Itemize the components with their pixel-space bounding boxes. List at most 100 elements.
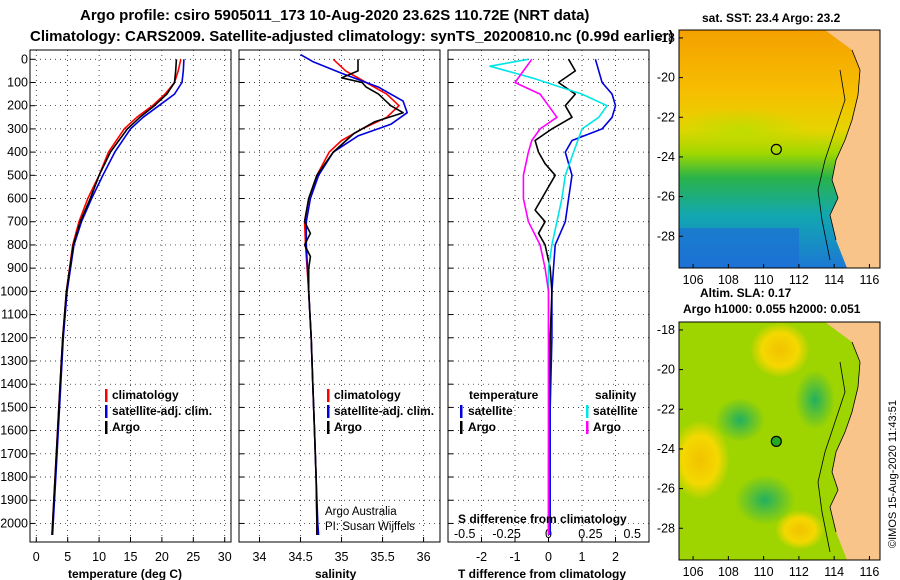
map-y-tick-label: -20 [657,71,675,85]
depth-tick-label: 1200 [0,331,28,345]
legend-swatch-t-argo [460,421,463,434]
x-tick-label: 2 [612,550,619,564]
x-tick-label: 25 [186,550,200,564]
map-y-tick-label: -28 [657,229,675,243]
sla-warm-eddy-2 [679,420,730,500]
map-x-tick-label: 112 [789,273,809,287]
sst-warm-band [679,108,810,152]
map-x-tick-label: 108 [718,273,739,287]
legend-swatch-climatology [105,389,108,402]
legend-argo: Argo [334,420,362,434]
diff-series-t-argo [534,58,577,535]
sla-map-title-1: Altim. SLA: 0.17 [700,286,792,300]
depth-tick-label: 1800 [0,470,28,484]
diff-series-t-satellite [549,59,617,535]
sst-map-frame [678,29,881,269]
diff-series-s-argo [514,58,558,535]
sst-coastline [829,49,861,241]
legend-argo: Argo [112,420,140,434]
map-x-tick-label: 116 [859,273,879,287]
sst-argo-position-marker [770,143,782,155]
sla-cool-eddy-3 [795,370,835,430]
top-tick-label: -0.5 [454,527,476,541]
legend-swatch-t-satellite [460,405,463,418]
map-y-tick-label: -24 [657,442,675,456]
temperature-legend: climatology satellite-adj. clim. Argo [105,388,212,434]
sst-map-ticks: 106 108 110 112 114 116 -18 -20 -22 -24 -26 -28 [657,31,880,287]
legend-climatology: climatology [334,388,401,402]
temperature-xlabel: temperature (deg C) [68,567,182,580]
map-x-tick-label: 114 [824,273,844,287]
legend-swatch-s-satellite [586,405,589,418]
salinity-panel-frame [238,49,441,543]
sla-argo-position-marker [770,435,782,447]
depth-tick-label: 2000 [0,516,28,530]
sst-map: 106 108 110 112 114 116 -18 -20 -22 -24 -26 -28 [657,29,881,287]
legend-s-satellite: satellite [593,404,638,418]
sla-coastline [829,341,861,533]
depth-tick-label: 1500 [0,400,28,414]
temp-series-argo [51,59,178,536]
sst-map-title: sat. SST: 23.4 Argo: 23.2 [702,11,841,25]
depth-tick-label: 500 [7,168,28,182]
map-x-tick-label: 116 [859,565,879,579]
imos-credit: ©IMOS 15-Aug-2020 11:43:51 [887,400,899,548]
x-tick-label: -1 [509,550,520,564]
temp-series-climatology [51,59,182,536]
sla-map-frame [678,321,881,561]
difference-legend: temperature salinity satellite Argo sate… [460,388,638,434]
map-x-tick-label: 110 [754,273,774,287]
x-tick-label: 36 [417,550,431,564]
x-tick-label: 1 [579,550,586,564]
depth-tick-label: 900 [7,261,28,275]
depth-tick-labels: 0 100 200 300 400 500 600 700 800 900 1000 1100 1200… [0,52,28,530]
sla-map: 106 108 110 112 114 116 -18 -20 -22 -24 -26 -28 [657,321,881,579]
depth-tick-label: 1000 [0,284,28,298]
sla-isobath [817,361,846,553]
x-tick-label: 0 [545,550,552,564]
x-tick-label: 20 [155,550,169,564]
map-y-tick-label: -24 [657,150,675,164]
difference-xlabel: T difference from climatology [458,567,626,580]
x-tick-label: 35.5 [370,550,394,564]
x-tick-label: 15 [124,550,138,564]
sla-warm-eddy-1 [750,322,810,378]
sla-land [825,322,880,560]
title-line-2: Climatology: CARS2009. Satellite-adjuste… [30,28,674,45]
x-tick-label: -2 [476,550,487,564]
map-y-tick-label: -26 [657,482,675,496]
depth-tick-label: 300 [7,122,28,136]
map-y-tick-label: -18 [657,323,675,337]
x-tick-label: 0 [33,550,40,564]
map-y-tick-label: -18 [657,31,675,45]
legend-swatch-argo [327,421,330,434]
sal-series-argo [303,59,404,535]
legend-salinity-heading: salinity [595,388,637,402]
depth-tick-label: 0 [21,52,28,66]
top-tick-label: -0.25 [492,527,521,541]
depth-tick-label: 600 [7,192,28,206]
depth-tick-label: 1300 [0,354,28,368]
legend-swatch-satellite [327,405,330,418]
sla-warm-eddy-3 [775,510,825,550]
x-tick-label: 35 [335,550,349,564]
salinity-legend: climatology satellite-adj. clim. Argo Ar… [325,388,434,533]
depth-tick-label: 800 [7,238,28,252]
x-tick-label: 34 [253,550,267,564]
sla-map-title-2: Argo h1000: 0.055 h2000: 0.051 [683,302,861,316]
depth-tick-label: 1700 [0,447,28,461]
legend-swatch-satellite [105,405,108,418]
sal-series-climatology [303,58,400,535]
x-tick-label: 10 [92,550,106,564]
sal-series-satellite-adj--clim- [300,53,409,536]
legend-climatology: climatology [112,388,179,402]
map-y-tick-label: -22 [657,110,675,124]
legend-temperature-heading: temperature [469,388,539,402]
x-tick-label: 30 [218,550,232,564]
map-y-tick-label: -22 [657,402,675,416]
depth-tick-label: 100 [7,75,28,89]
sla-cool-eddy-2 [735,475,795,525]
difference-top-axis-label: S difference from climatology [458,512,627,526]
map-x-tick-label: 110 [754,565,774,579]
